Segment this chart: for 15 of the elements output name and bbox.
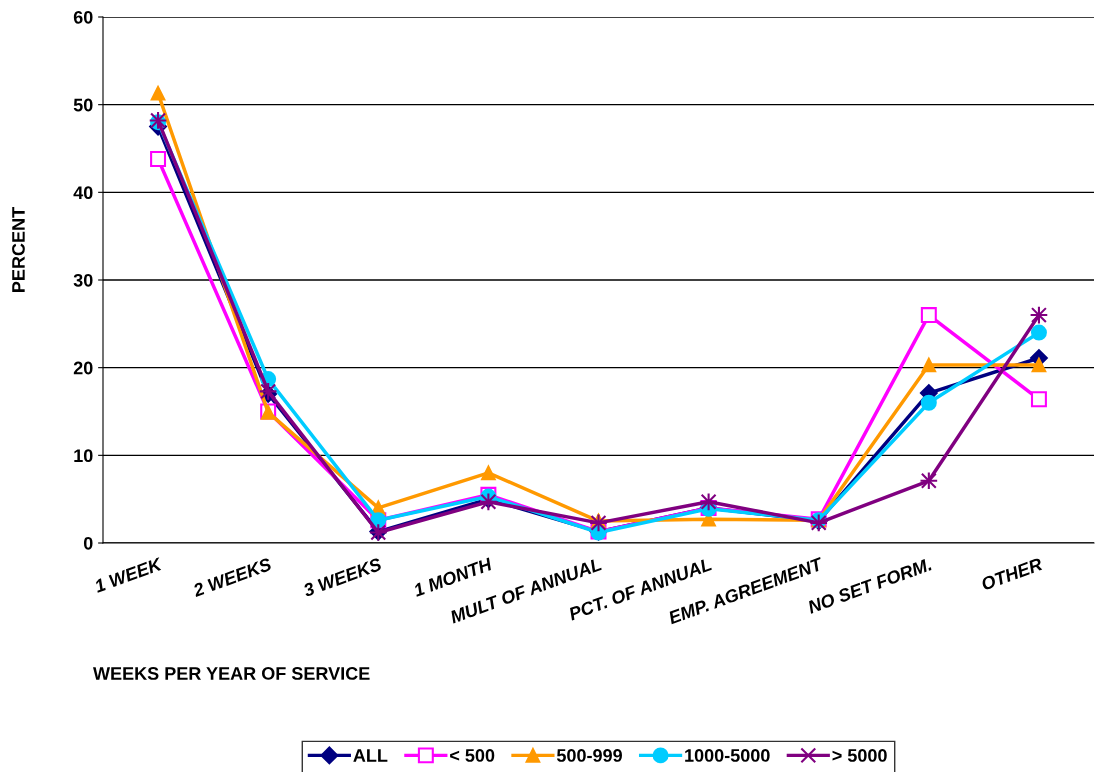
y-axis-title: PERCENT bbox=[12, 207, 25, 292]
y-tick-label: 10 bbox=[74, 449, 93, 463]
legend-label: < 500 bbox=[450, 749, 495, 762]
y-tick-label: 50 bbox=[73, 98, 93, 112]
legend-label: 500-999 bbox=[556, 749, 622, 762]
x-axis-title: WEEKS PER YEAR OF SERVICE bbox=[93, 667, 370, 680]
legend-label: > 5000 bbox=[832, 749, 887, 762]
y-tick-label: 40 bbox=[73, 186, 93, 200]
x-tick-label: 1 WEEK bbox=[93, 557, 164, 593]
legend-label: ALL bbox=[353, 749, 388, 762]
legend-label: 1000-5000 bbox=[685, 749, 770, 762]
y-tick-label: 20 bbox=[73, 361, 93, 375]
y-tick-label: 30 bbox=[73, 273, 93, 287]
y-tick-label: 0 bbox=[83, 536, 93, 550]
y-tick-label: 60 bbox=[73, 10, 93, 24]
